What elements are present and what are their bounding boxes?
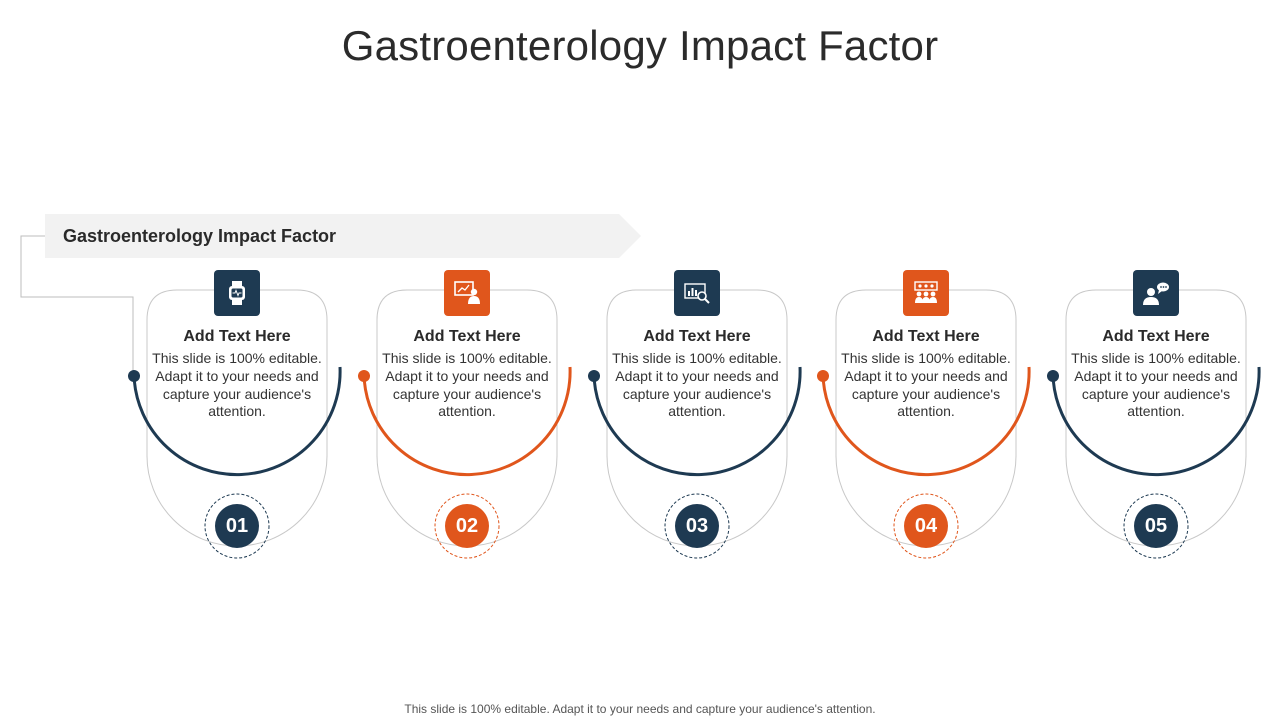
step-4-number-badge: 04 xyxy=(892,492,960,560)
step-2-frame xyxy=(358,289,572,547)
step-2-body: This slide is 100% editable. Adapt it to… xyxy=(382,350,552,420)
person-chat-icon xyxy=(1133,270,1179,316)
step-1: Add Text Here This slide is 100% editabl… xyxy=(122,270,352,570)
step-5-number: 05 xyxy=(1144,515,1168,537)
step-5-body: This slide is 100% editable. Adapt it to… xyxy=(1071,350,1241,420)
step-3-body: This slide is 100% editable. Adapt it to… xyxy=(612,350,782,420)
step-3-number-badge: 03 xyxy=(663,492,731,560)
footer-note: This slide is 100% editable. Adapt it to… xyxy=(404,702,876,716)
step-1-body: This slide is 100% editable. Adapt it to… xyxy=(152,350,322,420)
presentation-icon xyxy=(444,270,490,316)
chart-search-icon xyxy=(674,270,720,316)
step-4-body: This slide is 100% editable. Adapt it to… xyxy=(841,350,1011,420)
step-2-number: 02 xyxy=(455,515,479,537)
step-1-heading: Add Text Here xyxy=(183,328,291,345)
step-4: Add Text Here This slide is 100% editabl… xyxy=(811,270,1041,570)
step-1-number: 01 xyxy=(225,515,249,537)
step-1-frame xyxy=(128,289,342,547)
step-3: Add Text Here This slide is 100% editabl… xyxy=(582,270,812,570)
step-3-heading: Add Text Here xyxy=(643,328,751,345)
step-4-frame xyxy=(817,289,1031,547)
step-1-number-badge: 01 xyxy=(203,492,271,560)
step-5-heading: Add Text Here xyxy=(1102,328,1210,345)
step-5-frame xyxy=(1047,289,1261,547)
step-2-heading: Add Text Here xyxy=(413,328,521,345)
step-5-number-badge: 05 xyxy=(1122,492,1190,560)
team-meeting-icon xyxy=(903,270,949,316)
step-4-number: 04 xyxy=(914,515,938,537)
slide-title: Gastroenterology Impact Factor xyxy=(341,22,939,69)
smartwatch-icon xyxy=(214,270,260,316)
banner-label: Gastroenterology Impact Factor xyxy=(63,226,337,246)
step-3-frame xyxy=(588,289,802,547)
step-2: Add Text Here This slide is 100% editabl… xyxy=(352,270,582,570)
step-2-number-badge: 02 xyxy=(433,492,501,560)
step-3-number: 03 xyxy=(685,515,709,537)
banner: Gastroenterology Impact Factor xyxy=(45,214,641,258)
step-5: Add Text Here This slide is 100% editabl… xyxy=(1041,270,1271,570)
step-4-heading: Add Text Here xyxy=(872,328,980,345)
